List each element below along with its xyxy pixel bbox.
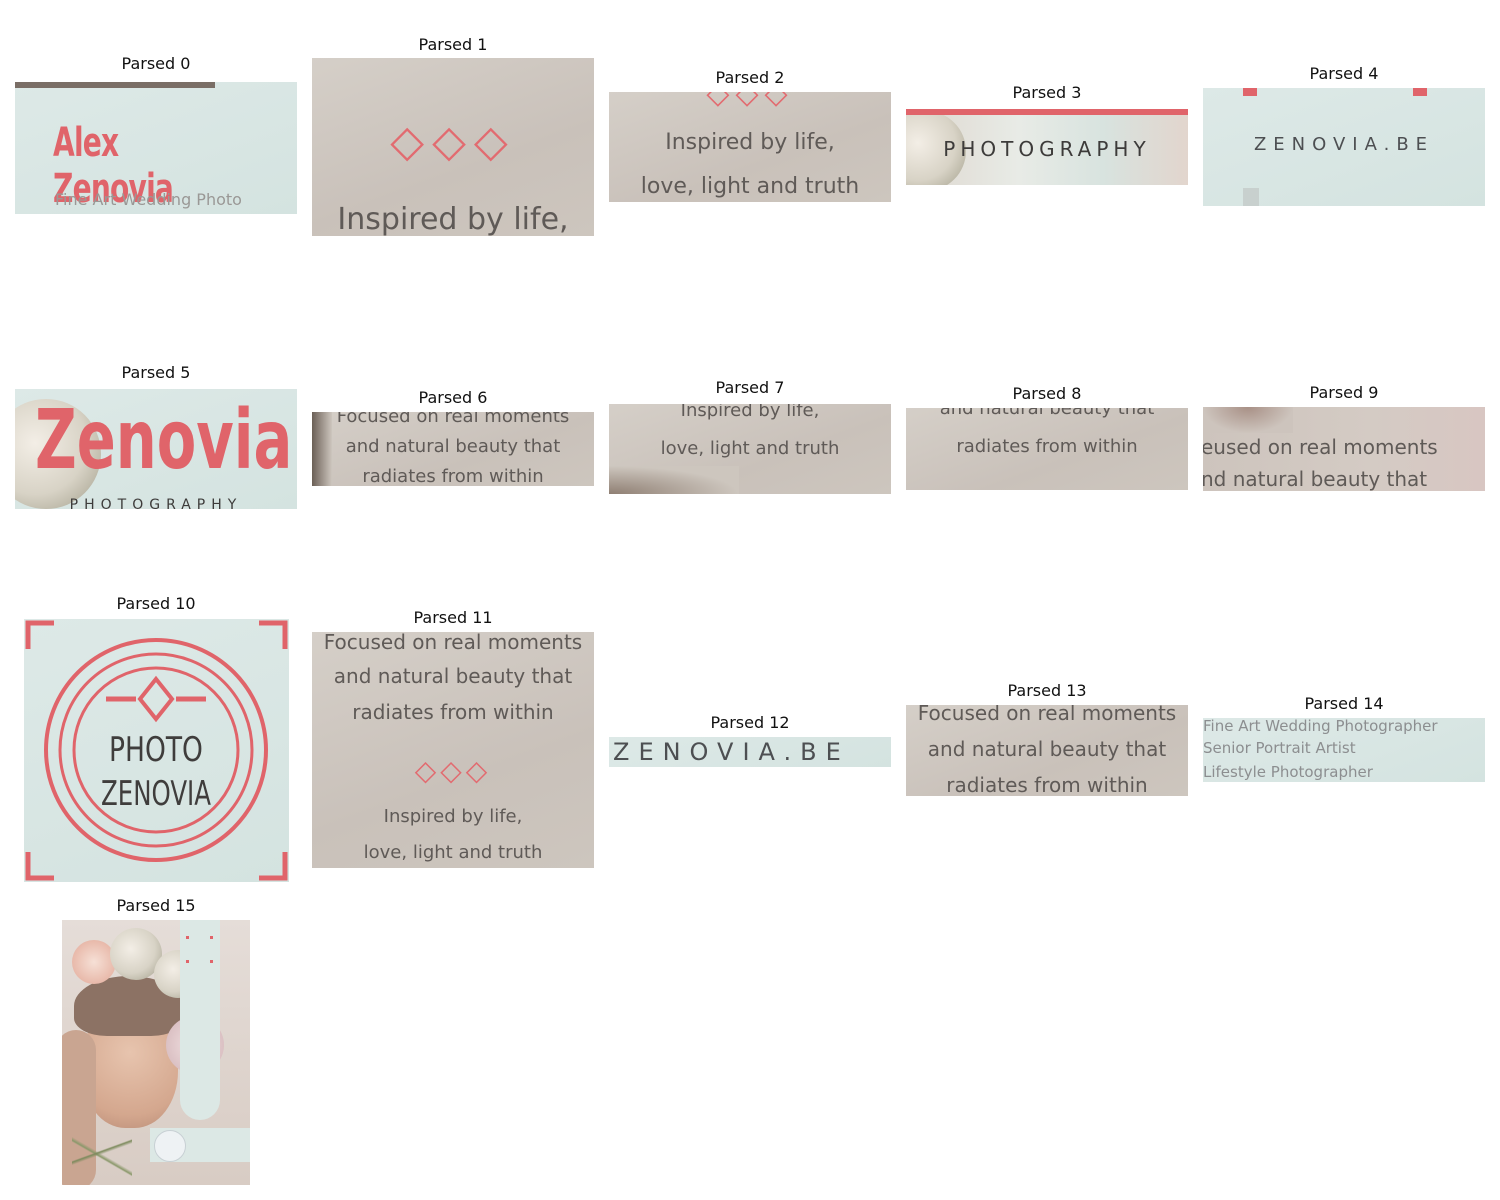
name-text: Alex Zenovia [53,120,174,212]
tagline-line-5: love, light and truth [363,842,543,863]
tile-title: Parsed 11 [413,608,493,627]
tile-title: Parsed 0 [121,54,191,73]
crop-image: and natural beauty that radiates from wi… [906,408,1188,490]
diamond-ornament-icon: ◇◇◇ [390,116,516,167]
tile-title: Parsed 4 [1309,64,1379,83]
tile-title: Parsed 2 [715,68,785,87]
crop-image: Focused on real moments and natural beau… [312,632,594,868]
tagline-line-1: Inspired by life, [680,404,820,421]
crop-image: Inspired by life, love, light and truth [609,404,891,494]
tile-title: Parsed 15 [116,896,196,915]
service-line-1: Fine Art Wedding Photographer [1203,718,1438,735]
tagline-line-3: radiates from within [352,700,554,724]
tile-title: Parsed 7 [715,378,785,397]
website-label: ZENOVIA.BE [1253,134,1435,155]
flower-decoration [72,940,116,984]
logo-line-2: ZENOVIA [101,774,212,813]
tagline-line-1: Focused on real moments [323,632,583,654]
diamond-ornament-icon: ◇◇◇ [414,754,492,787]
photography-label: PHOTOGRAPHY [69,497,243,509]
tagline-line-2: and natural beauty that [927,737,1167,761]
tagline-line-2: and natural beauty that [939,408,1155,419]
tagline-line-1: Focused on real moments [917,705,1177,725]
tagline-line-3: radiates from within [956,436,1138,457]
tagline-line-2: and natural beauty that [345,436,561,457]
tagline-line-1: Inspired by life, [665,130,835,155]
crop-image: ◇◇◇ Inspired by life, [312,58,594,236]
tagline-line-2: love, light and truth [660,438,840,459]
crop-image: PHOTO ZENOVIA [24,619,289,882]
tile-title: Parsed 3 [1012,83,1082,102]
subtitle-text: Fine Art Wedding Photo [55,190,242,209]
tagline-line-1: Focused on real moments [336,412,570,427]
tagline-line-1: Inspired by life, [337,202,569,236]
website-label: ZENOVIA.BE [613,738,850,766]
tile-title: Parsed 1 [418,35,488,54]
flower-decoration [110,928,162,980]
tile-title: Parsed 6 [418,388,488,407]
tile-title: Parsed 5 [121,363,191,382]
tile-title: Parsed 8 [1012,384,1082,403]
flower-decoration [15,399,101,509]
logo-line-1: PHOTO [109,731,203,770]
crop-image: Fine Art Wedding Photographer Senior Por… [1203,718,1485,782]
diamond-ornament-icon: ◇◇◇ [706,92,794,111]
tile-title: Parsed 14 [1304,694,1384,713]
tile-title: Parsed 10 [116,594,196,613]
tagline-line-2: love, light and truth [640,174,860,199]
portrait-photo [62,920,250,1185]
crop-image: Alex Zenovia Fine Art Wedding Photo [15,82,297,214]
tile-title: Parsed 12 [710,713,790,732]
tagline-line-2: and natural beauty that [333,664,573,688]
crop-image: ZENOVIA.BE [1203,88,1485,206]
tagline-line-2: nd natural beauty that [1203,467,1428,491]
photography-label: PHOTOGRAPHY [943,137,1151,161]
crop-image: Focused on real moments and natural beau… [906,705,1188,796]
tile-title: Parsed 9 [1309,383,1379,402]
crop-image: ZENOVIA.BE [609,737,891,767]
crop-image: ◇◇◇ Inspired by life, love, light and tr… [609,92,891,202]
crop-image: eused on real moments nd natural beauty … [1203,407,1485,491]
tagline-line-4: Inspired by life, [383,806,523,827]
service-line-2: Senior Portrait Artist [1203,739,1356,757]
photo-zenovia-logo: PHOTO ZENOVIA [25,620,288,881]
zenovia-heading: Zenovia [35,393,293,488]
crop-image: PHOTOGRAPHY [906,109,1188,185]
service-line-3: Lifestyle Photographer [1203,763,1373,781]
tagline-line-1: eused on real moments [1203,435,1438,459]
crop-image: Focused on real moments and natural beau… [312,412,594,486]
tagline-line-3: radiates from within [946,773,1148,796]
crop-image: Zenovia PHOTOGRAPHY [15,389,297,509]
tagline-line-3: radiates from within [362,466,544,486]
tile-title: Parsed 13 [1007,681,1087,700]
